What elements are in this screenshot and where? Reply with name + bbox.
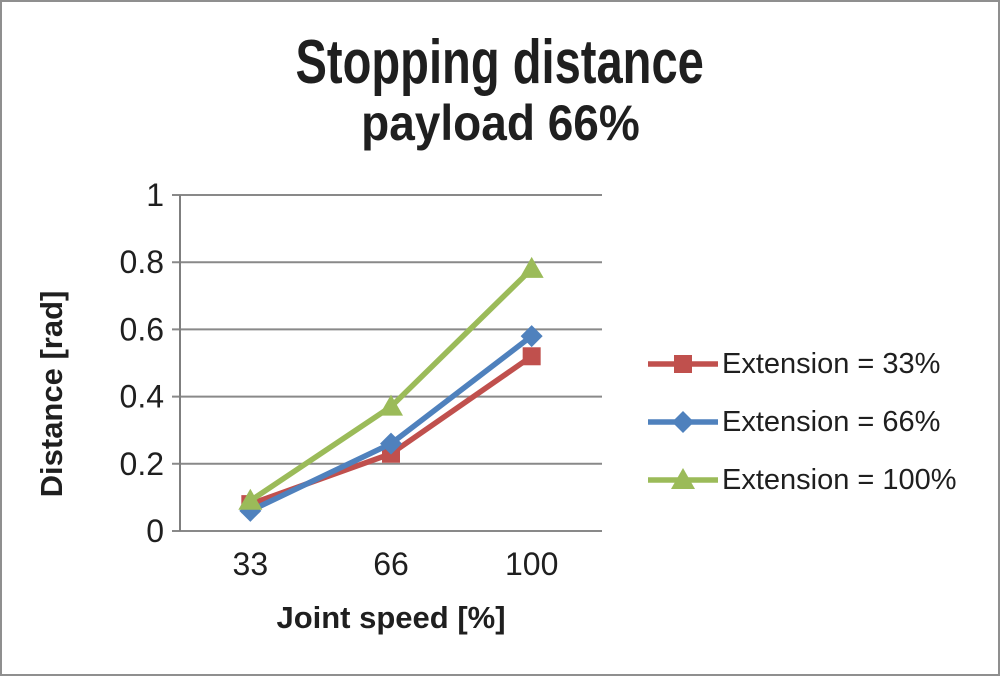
triangle-marker <box>379 394 403 416</box>
title-block: Stopping distance payload 66% <box>2 28 998 149</box>
legend-item: Extension = 66% <box>648 406 957 438</box>
legend-label: Extension = 33% <box>722 347 941 380</box>
triangle-marker <box>519 256 544 278</box>
square-marker <box>522 347 541 366</box>
legend-label: Extension = 66% <box>722 405 941 438</box>
legend-marker-square <box>648 355 718 373</box>
x-tick-label: 100 <box>505 546 558 582</box>
diamond-marker <box>520 325 543 348</box>
legend-marker-diamond <box>648 411 718 433</box>
series-line <box>247 333 535 514</box>
chart-subtitle: payload 66% <box>360 95 640 151</box>
chart-title: Stopping distance <box>295 28 705 97</box>
legend: Extension = 33% Extension = 66% Extension … <box>648 348 957 496</box>
y-tick-label: 0.2 <box>120 446 164 482</box>
x-tick-label: 33 <box>233 546 269 582</box>
legend-marker-triangle <box>648 468 718 489</box>
diamond-marker <box>380 432 402 455</box>
legend-label: Extension = 100% <box>722 463 957 496</box>
series-line <box>247 353 535 507</box>
x-tick-label: 66 <box>373 546 409 582</box>
y-tick-label: 0.6 <box>120 311 164 347</box>
legend-item: Extension = 100% <box>648 464 957 496</box>
legend-item: Extension = 33% <box>648 348 957 380</box>
y-axis-title: Distance [rad] <box>34 290 69 498</box>
triangle-marker <box>238 488 263 510</box>
y-tick-label: 1 <box>146 177 164 213</box>
y-tick-label: 0 <box>146 513 164 549</box>
x-axis-title: Joint speed [%] <box>276 600 506 635</box>
y-tick-label: 0.4 <box>120 379 164 415</box>
y-tick-label: 0.8 <box>120 244 164 280</box>
chart-subtitle-wrap: payload 66% <box>2 98 998 148</box>
